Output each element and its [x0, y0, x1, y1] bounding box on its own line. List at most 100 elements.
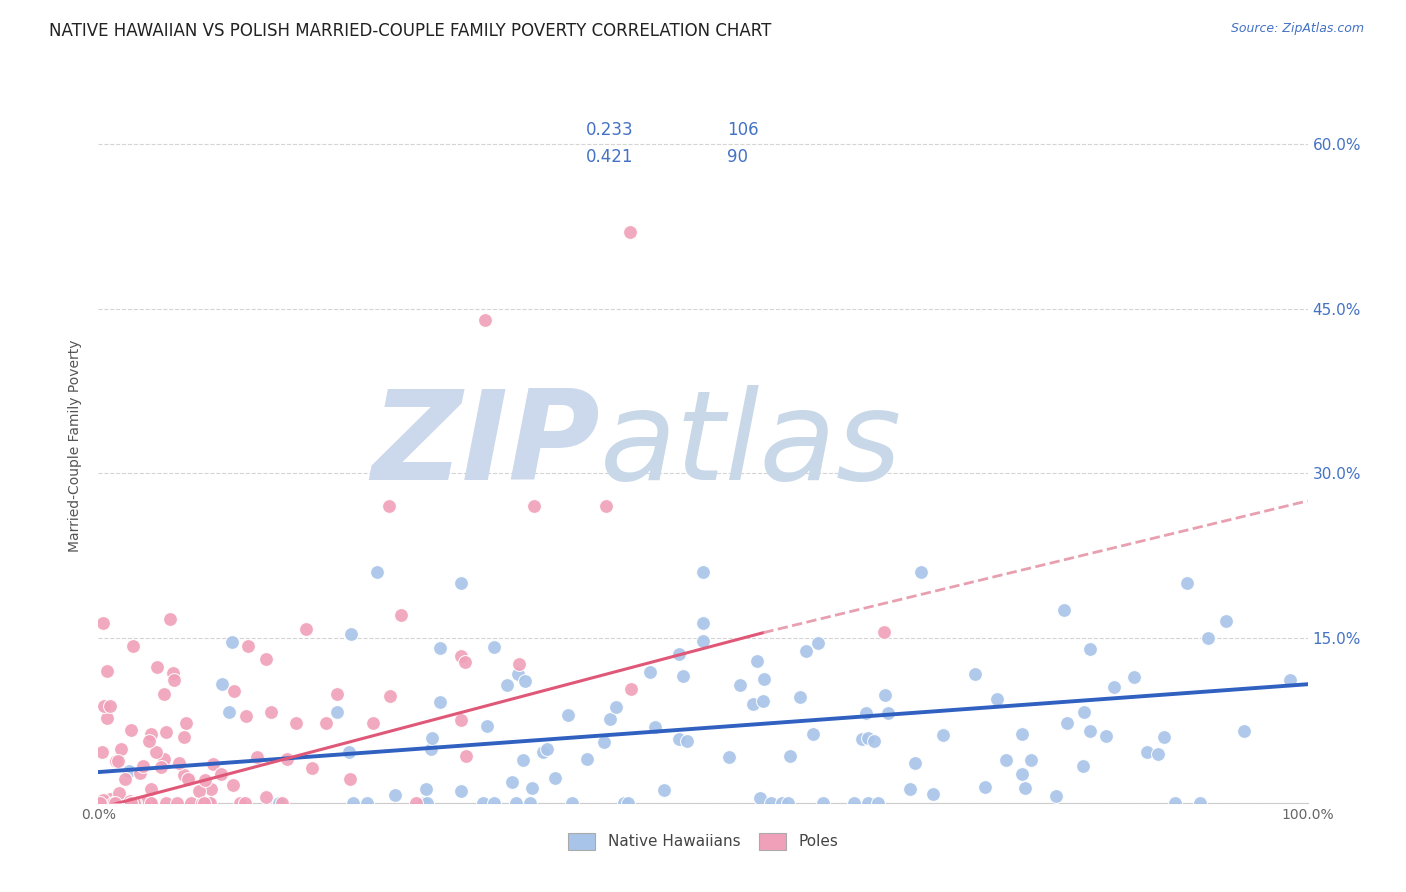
Point — [120, 796, 142, 810]
Point — [229, 796, 252, 810]
Point — [668, 648, 690, 662]
Point — [1045, 789, 1067, 804]
Point — [179, 772, 201, 787]
Point — [145, 660, 167, 674]
Point — [794, 643, 817, 657]
Point — [155, 724, 177, 739]
Point — [748, 790, 770, 805]
Point — [103, 796, 125, 810]
Point — [619, 225, 641, 239]
Point — [174, 716, 197, 731]
Point — [235, 709, 257, 723]
Point — [104, 796, 127, 810]
Point — [180, 796, 202, 810]
Point — [1056, 716, 1078, 731]
Point — [523, 500, 546, 514]
Point — [294, 622, 316, 636]
Point — [844, 796, 866, 810]
Point — [150, 760, 173, 774]
Point — [638, 665, 661, 679]
Point — [752, 694, 775, 708]
Point — [544, 771, 567, 785]
Point — [595, 500, 617, 514]
Point — [366, 566, 388, 580]
Point — [89, 796, 111, 810]
Point — [420, 731, 443, 745]
Point — [474, 312, 496, 326]
Point — [1189, 796, 1212, 810]
Point — [1011, 767, 1033, 781]
Point — [776, 796, 799, 810]
Point — [807, 635, 830, 649]
Point — [152, 752, 174, 766]
Point — [536, 742, 558, 756]
Point — [197, 796, 219, 810]
Point — [495, 678, 517, 692]
Point — [94, 796, 117, 810]
Point — [1197, 631, 1219, 645]
Point — [139, 796, 162, 810]
Point — [134, 795, 156, 809]
Point — [519, 796, 541, 810]
Point — [1122, 670, 1144, 684]
Point — [356, 796, 378, 810]
Point — [200, 796, 222, 810]
Point — [692, 566, 714, 580]
Point — [218, 706, 240, 720]
Point — [742, 697, 765, 711]
Point — [986, 692, 1008, 706]
Point — [326, 687, 349, 701]
Point — [515, 673, 537, 688]
Point — [413, 796, 436, 810]
Point — [605, 699, 627, 714]
Point — [531, 745, 554, 759]
Point — [91, 793, 114, 807]
Point — [1215, 614, 1237, 628]
Point — [557, 707, 579, 722]
Point — [138, 733, 160, 747]
Point — [416, 796, 439, 810]
Point — [506, 667, 529, 681]
Point — [759, 796, 782, 810]
Point — [202, 756, 225, 771]
Point — [1073, 705, 1095, 719]
Point — [132, 796, 155, 810]
Point — [873, 624, 896, 639]
Point — [668, 731, 690, 746]
Point — [90, 745, 112, 759]
Point — [132, 759, 155, 773]
Point — [211, 677, 233, 691]
Point — [613, 796, 636, 810]
Point — [193, 796, 215, 810]
Point — [260, 706, 283, 720]
Point — [118, 764, 141, 778]
Point — [801, 727, 824, 741]
Point — [856, 731, 879, 745]
Point — [378, 690, 401, 704]
Point — [271, 796, 294, 810]
Point — [267, 796, 290, 810]
Y-axis label: Married-Couple Family Poverty: Married-Couple Family Poverty — [69, 340, 83, 552]
Point — [173, 730, 195, 744]
Point — [477, 719, 499, 733]
Point — [405, 796, 427, 810]
Point — [139, 796, 162, 810]
Point — [676, 734, 699, 748]
Point — [108, 786, 131, 800]
Point — [1078, 642, 1101, 657]
Point — [561, 796, 583, 810]
Point — [415, 782, 437, 797]
Text: 0.233: 0.233 — [586, 121, 633, 139]
Point — [361, 716, 384, 731]
Point — [254, 790, 277, 805]
Point — [863, 733, 886, 747]
Point — [1146, 747, 1168, 762]
Point — [858, 796, 880, 810]
Text: 106: 106 — [727, 121, 759, 139]
Point — [453, 656, 475, 670]
Point — [155, 796, 177, 810]
Point — [904, 756, 927, 771]
Text: NATIVE HAWAIIAN VS POLISH MARRIED-COUPLE FAMILY POVERTY CORRELATION CHART: NATIVE HAWAIIAN VS POLISH MARRIED-COUPLE… — [49, 22, 772, 40]
Point — [284, 716, 307, 731]
Point — [520, 781, 543, 796]
